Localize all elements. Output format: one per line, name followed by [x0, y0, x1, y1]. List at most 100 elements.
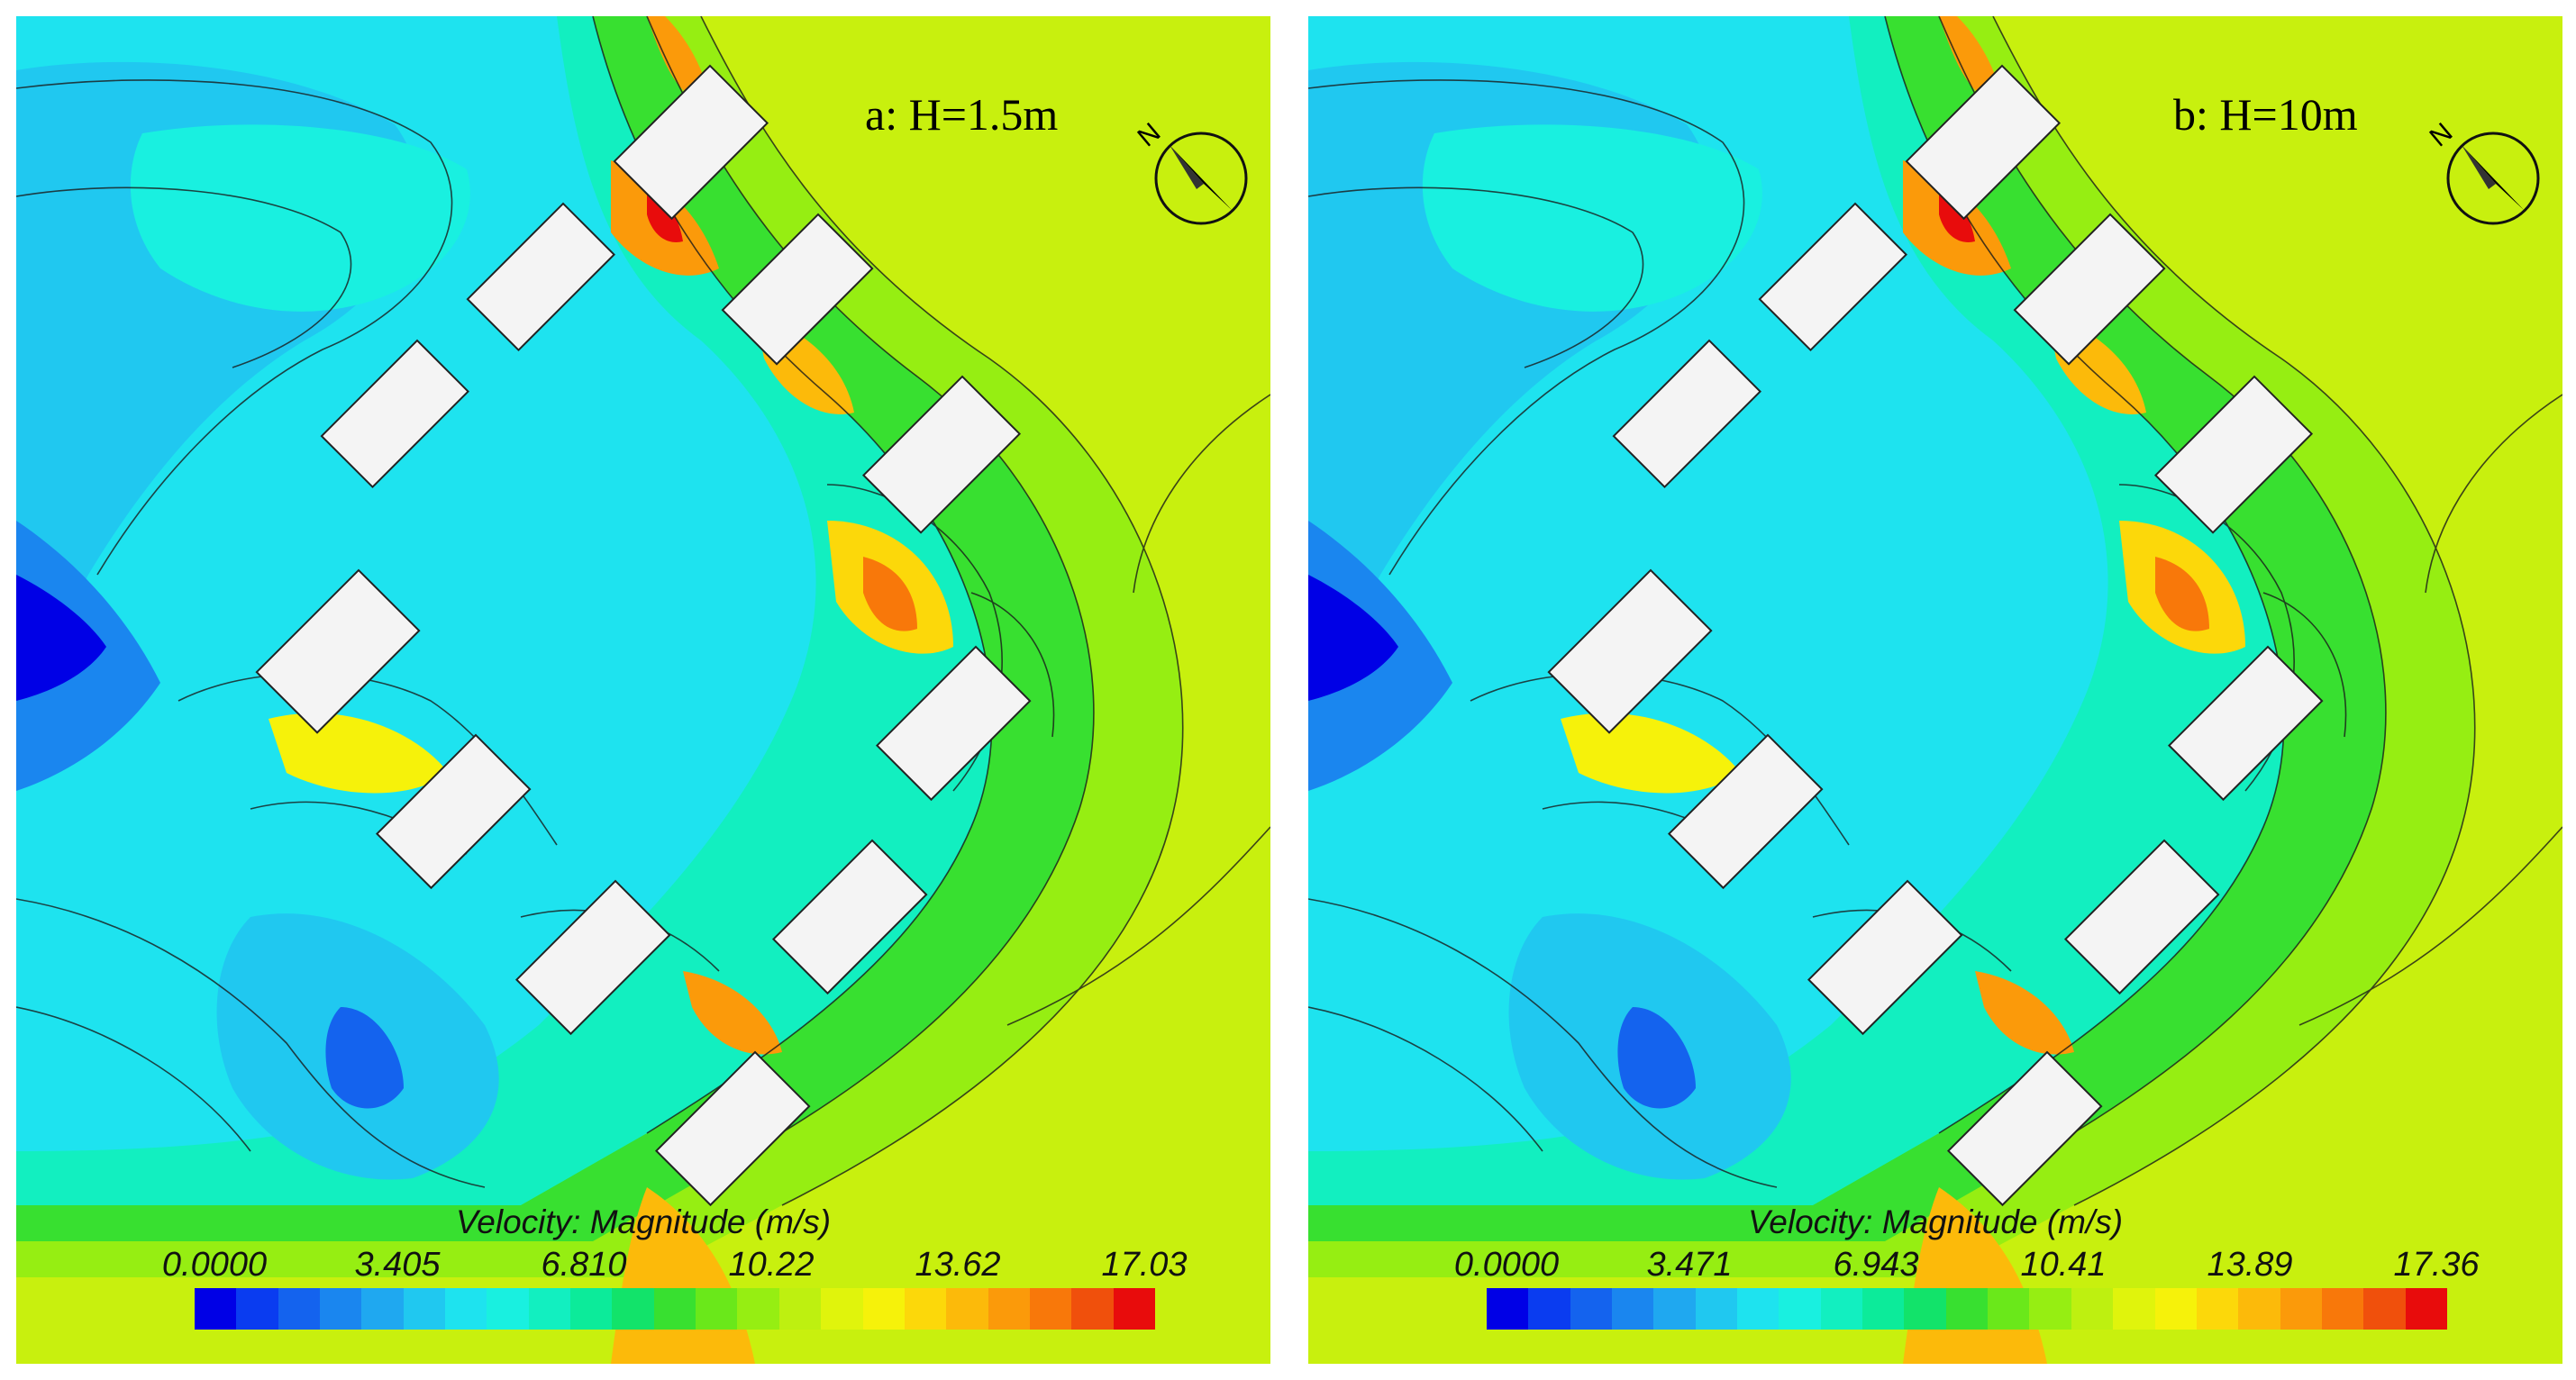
legend-tick: 13.62 [915, 1246, 1001, 1284]
building [514, 879, 671, 1036]
colorbar-swatch [653, 1288, 696, 1330]
compass-letter: N [1133, 117, 1166, 152]
colorbar-swatch [2405, 1288, 2447, 1330]
colorbar-swatch [2029, 1288, 2071, 1330]
colorbar-swatch [1737, 1288, 1780, 1330]
colorbar-swatch [946, 1288, 988, 1330]
colorbar-swatch [1904, 1288, 1946, 1330]
legend-tick: 17.36 [2393, 1246, 2480, 1284]
colorbar-swatch [320, 1288, 362, 1330]
colorbar-swatch [570, 1288, 613, 1330]
building [613, 64, 769, 221]
building [2153, 375, 2314, 534]
building [1547, 568, 1713, 734]
contour-band-deep-blue [16, 575, 106, 701]
colorbar-swatch [1945, 1288, 1989, 1330]
colorbar-swatch [2196, 1288, 2239, 1330]
building [1758, 202, 1907, 352]
colorbar-swatch [737, 1288, 779, 1330]
high-velocity-zone-5 [1975, 971, 2074, 1055]
high-velocity-zone-5 [683, 971, 782, 1055]
high-velocity-zone-top [647, 16, 710, 99]
high-velocity-zone-top [1939, 16, 2002, 99]
legend-colorbar-b [1487, 1288, 2447, 1330]
building [654, 1050, 811, 1207]
building [1946, 1050, 2103, 1207]
building [320, 339, 469, 489]
legend-tick: 3.471 [1646, 1246, 1733, 1284]
building [861, 375, 1022, 534]
colorbar-swatch [2238, 1288, 2280, 1330]
legend-title-a: Velocity: Magnitude (m/s) [455, 1203, 832, 1240]
colorbar-swatch [778, 1288, 822, 1330]
legend-tick: 3.405 [354, 1246, 441, 1284]
velocity-contour-plot-b [1308, 16, 2562, 1364]
colorbar-swatch [2321, 1288, 2364, 1330]
colorbar-swatch [278, 1288, 321, 1330]
legend-tick: 0.0000 [161, 1246, 268, 1284]
legend-tick: 0.0000 [1453, 1246, 1560, 1284]
legend-tick: 6.810 [541, 1246, 627, 1284]
colorbar-swatch [361, 1288, 404, 1330]
building [1667, 733, 1824, 890]
high-velocity-zone-4 [1561, 713, 1741, 794]
building [1807, 879, 1963, 1036]
legend-tick: 6.943 [1833, 1246, 1919, 1284]
legend-tick: 10.22 [728, 1246, 815, 1284]
colorbar-swatch [2071, 1288, 2114, 1330]
building [2063, 839, 2220, 995]
legend-colorbar-a [195, 1288, 1155, 1330]
case-label-a: a: H=1.5m [865, 89, 1059, 140]
colorbar-swatch [1029, 1288, 1072, 1330]
building [255, 568, 421, 734]
colorbar-swatch [1071, 1288, 1114, 1330]
legend-ticks-b: 0.0000 3.471 6.943 10.41 13.89 17.36 [1425, 1246, 2480, 1287]
buildings [1547, 64, 2324, 1207]
building [2167, 645, 2324, 802]
colorbar-swatch [236, 1288, 278, 1330]
colorbar-swatch [1528, 1288, 1570, 1330]
case-label-b: b: H=10m [2173, 89, 2358, 140]
colorbar-swatch [2363, 1288, 2406, 1330]
colorbar-swatch [904, 1288, 947, 1330]
contour-panel-b: b: H=10m N Velocity: Magnitude (m/s) 0.0… [1308, 16, 2562, 1364]
colorbar-swatch [1113, 1288, 1155, 1330]
building [1612, 339, 1761, 489]
north-arrow-icon: N [2426, 113, 2543, 231]
building [375, 733, 532, 890]
contour-panel-a: a: H=1.5m N Velocity: Magnitude (m/s) 0.… [16, 16, 1270, 1364]
colorbar-swatch [445, 1288, 487, 1330]
building [875, 645, 1032, 802]
colorbar-swatch [696, 1288, 738, 1330]
contour-band-deep-blue [1308, 575, 1398, 701]
colorbar-swatch [195, 1288, 237, 1330]
high-velocity-zone-4 [269, 713, 449, 794]
contour-island-lower-core [325, 1007, 404, 1109]
legend-tick: 13.89 [2207, 1246, 2293, 1284]
buildings [255, 64, 1032, 1207]
legend-title-b: Velocity: Magnitude (m/s) [1747, 1203, 2124, 1240]
velocity-contour-plot-a [16, 16, 1270, 1364]
contour-island-upper-left [130, 124, 470, 312]
colorbar-swatch [1487, 1288, 1529, 1330]
colorbar-swatch [1695, 1288, 1738, 1330]
colorbar-swatch [1862, 1288, 1905, 1330]
contour-island-upper-left [1422, 124, 1762, 312]
colorbar-swatch [1988, 1288, 2030, 1330]
colorbar-swatch [2113, 1288, 2155, 1330]
building [721, 213, 874, 366]
building [1905, 64, 2062, 221]
colorbar-swatch [612, 1288, 654, 1330]
colorbar-swatch [403, 1288, 446, 1330]
colorbar-swatch [2280, 1288, 2322, 1330]
colorbar-swatch [2154, 1288, 2197, 1330]
legend-tick: 10.41 [2020, 1246, 2107, 1284]
building [771, 839, 928, 995]
compass-letter: N [2426, 117, 2458, 152]
colorbar-swatch [821, 1288, 863, 1330]
contour-island-lower-core [1617, 1007, 1696, 1109]
high-velocity-zone-3-core [863, 557, 917, 631]
legend-ticks-a: 0.0000 3.405 6.810 10.22 13.62 17.03 [133, 1246, 1188, 1287]
building [2013, 213, 2166, 366]
legend-tick: 17.03 [1101, 1246, 1188, 1284]
